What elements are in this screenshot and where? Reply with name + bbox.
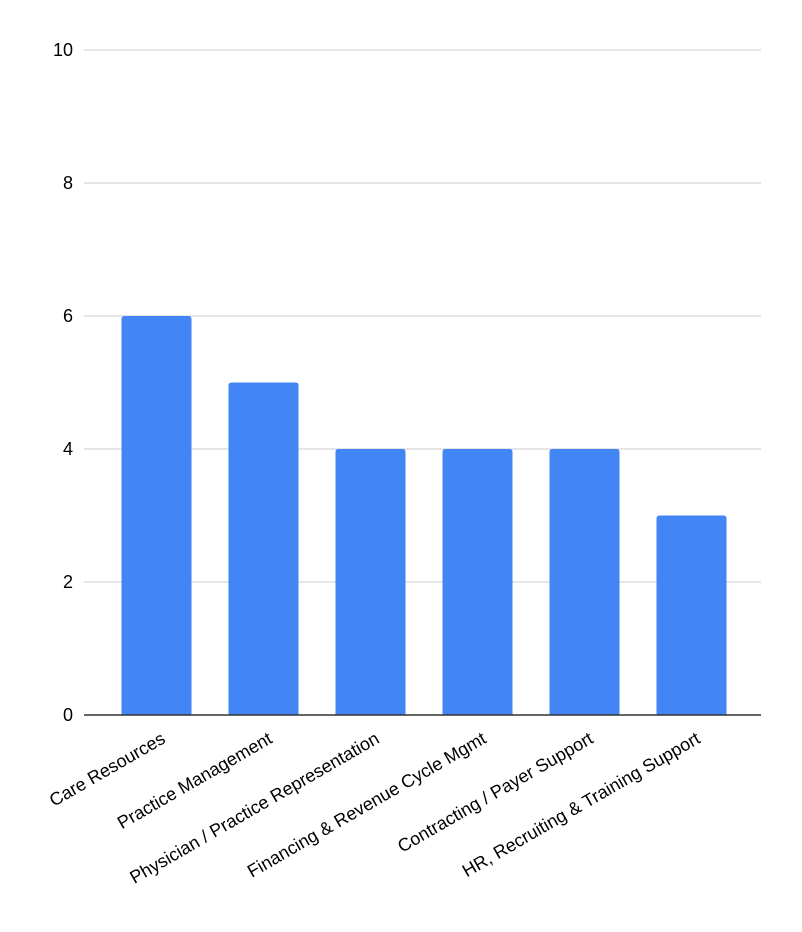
bar — [656, 515, 727, 715]
y-tick-label: 10 — [53, 40, 73, 60]
bar — [335, 449, 406, 715]
y-tick-label: 0 — [63, 705, 73, 725]
y-tick-label: 2 — [63, 572, 73, 592]
y-tick-label: 6 — [63, 306, 73, 326]
y-tick-label: 4 — [63, 439, 73, 459]
bars — [121, 316, 727, 715]
bar — [228, 382, 299, 715]
x-category-label: Contracting / Payer Support — [394, 728, 596, 856]
y-tick-label: 8 — [63, 173, 73, 193]
bar — [121, 316, 192, 715]
gridlines — [84, 49, 761, 583]
bar — [549, 449, 620, 715]
bar — [442, 449, 513, 715]
y-axis-tick-labels: 0 2 4 6 8 10 — [53, 40, 73, 725]
